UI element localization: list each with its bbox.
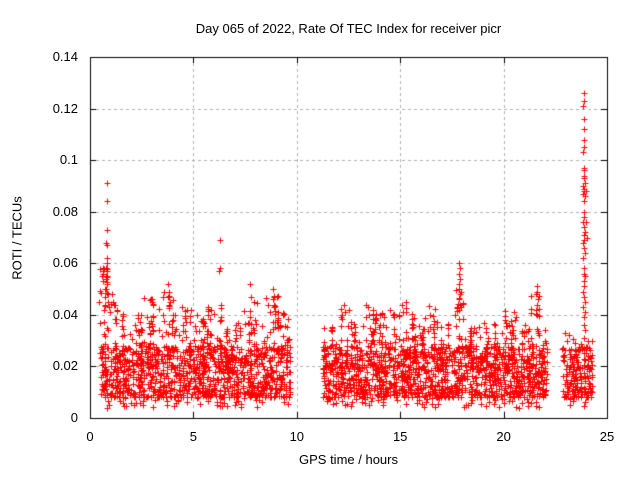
x-axis-label: GPS time / hours <box>299 452 398 467</box>
y-tick-label: 0.12 <box>52 100 78 116</box>
y-tick-label: 0.06 <box>52 255 78 271</box>
y-tick-label: 0 <box>70 410 78 425</box>
x-tick-label: 20 <box>496 429 511 444</box>
y-tick-label: 0.14 <box>52 49 78 64</box>
y-tick-label: 0.02 <box>52 358 78 374</box>
x-tick-label: 15 <box>392 429 408 444</box>
y-tick-label: 0.08 <box>52 203 78 219</box>
x-tick-label: 5 <box>189 429 197 444</box>
x-tick-label: 0 <box>86 429 94 444</box>
y-tick-label: 0.1 <box>59 152 78 168</box>
chart-title: Day 065 of 2022, Rate Of TEC Index for r… <box>195 21 502 36</box>
x-tick-label: 25 <box>599 429 615 444</box>
x-tick-label: 10 <box>289 429 305 444</box>
y-tick-label: 0.04 <box>52 306 78 322</box>
